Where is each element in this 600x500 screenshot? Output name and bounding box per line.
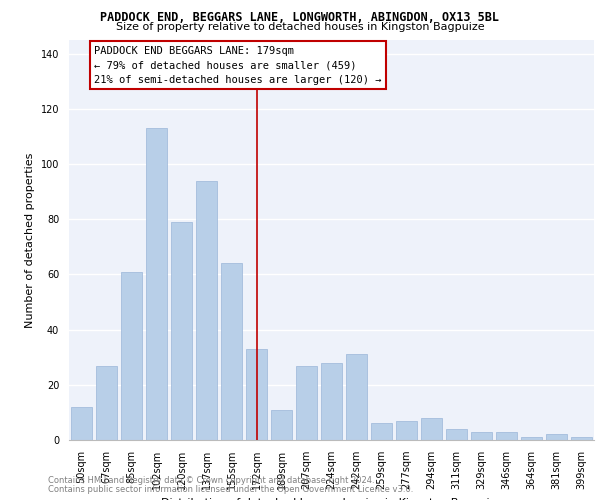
- Bar: [446, 429, 467, 440]
- Bar: [271, 410, 292, 440]
- Bar: [296, 366, 317, 440]
- Text: Contains public sector information licensed under the Open Government Licence v3: Contains public sector information licen…: [48, 485, 413, 494]
- Bar: [71, 407, 92, 440]
- Bar: [246, 349, 267, 440]
- Bar: [396, 420, 417, 440]
- Bar: [496, 432, 517, 440]
- Bar: [521, 437, 542, 440]
- Y-axis label: Number of detached properties: Number of detached properties: [25, 152, 35, 328]
- Bar: [221, 264, 242, 440]
- Bar: [371, 424, 392, 440]
- Bar: [121, 272, 142, 440]
- Text: PADDOCK END BEGGARS LANE: 179sqm
← 79% of detached houses are smaller (459)
21% : PADDOCK END BEGGARS LANE: 179sqm ← 79% o…: [94, 46, 382, 85]
- X-axis label: Distribution of detached houses by size in Kingston Bagpuize: Distribution of detached houses by size …: [161, 498, 502, 500]
- Bar: [96, 366, 117, 440]
- Bar: [421, 418, 442, 440]
- Bar: [321, 363, 342, 440]
- Text: PADDOCK END, BEGGARS LANE, LONGWORTH, ABINGDON, OX13 5BL: PADDOCK END, BEGGARS LANE, LONGWORTH, AB…: [101, 11, 499, 24]
- Bar: [571, 437, 592, 440]
- Bar: [471, 432, 492, 440]
- Text: Contains HM Land Registry data © Crown copyright and database right 2024.: Contains HM Land Registry data © Crown c…: [48, 476, 374, 485]
- Bar: [171, 222, 192, 440]
- Bar: [146, 128, 167, 440]
- Text: Size of property relative to detached houses in Kingston Bagpuize: Size of property relative to detached ho…: [116, 22, 484, 32]
- Bar: [196, 180, 217, 440]
- Bar: [346, 354, 367, 440]
- Bar: [546, 434, 567, 440]
